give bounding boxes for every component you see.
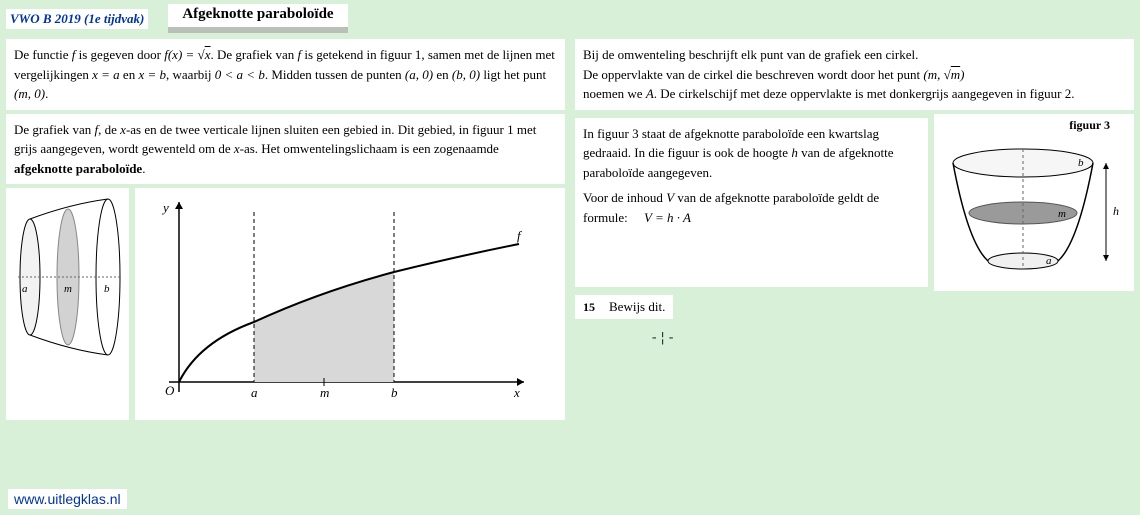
t: Bij de omwenteling beschrijft elk punt v… bbox=[583, 47, 918, 62]
page-title: Afgeknotte paraboloïde bbox=[168, 4, 347, 33]
exam-label: VWO B 2019 (1e tijdvak) bbox=[6, 9, 148, 29]
pt-b0: (b, 0) bbox=[452, 67, 480, 82]
t: , waarbij bbox=[166, 67, 215, 82]
expr-xa: x = a bbox=[92, 67, 120, 82]
question-row: 15 Bewijs dit. bbox=[575, 295, 673, 319]
var-A: A bbox=[646, 86, 654, 101]
pt-msqm: (m, √m) bbox=[923, 67, 964, 82]
right-block-2: In figuur 3 staat de afgeknotte parabolo… bbox=[575, 114, 1134, 291]
left-column: De functie f is gegeven door f(x) = √x. … bbox=[6, 35, 565, 420]
fig3-label: figuur 3 bbox=[938, 118, 1130, 133]
t: . De grafiek van bbox=[210, 47, 297, 62]
figure-solid: a m b bbox=[6, 188, 129, 420]
cursor-mark: -¦- bbox=[650, 330, 675, 346]
lbl-b: b bbox=[391, 385, 398, 400]
content-columns: De functie f is gegeven door f(x) = √x. … bbox=[0, 35, 1140, 420]
expr-xb: x = b bbox=[138, 67, 166, 82]
fig3-svg: h b m a bbox=[938, 133, 1128, 283]
pt-m0: (m, 0) bbox=[14, 86, 45, 101]
t: De oppervlakte van de cirkel die beschre… bbox=[583, 67, 923, 82]
bold-term: afgeknotte paraboloïde bbox=[14, 161, 142, 176]
t: en bbox=[433, 67, 452, 82]
formula-line: Voor de inhoud V van de afgeknotte parab… bbox=[583, 188, 920, 227]
t: , de bbox=[98, 122, 120, 137]
t: . Midden tussen de punten bbox=[265, 67, 405, 82]
left-paragraph-1: De functie f is gegeven door f(x) = √x. … bbox=[6, 39, 565, 110]
lbl-b: b bbox=[1078, 157, 1084, 169]
right-paragraph-2: In figuur 3 staat de afgeknotte parabolo… bbox=[575, 118, 928, 287]
lbl-h: h bbox=[1113, 204, 1119, 218]
figure-row: a m b bbox=[6, 188, 565, 420]
lbl-a: a bbox=[1046, 255, 1052, 267]
lbl-O: O bbox=[165, 383, 175, 398]
formula: V = h · A bbox=[644, 210, 691, 225]
lbl-a: a bbox=[22, 283, 28, 295]
right-paragraph-1: Bij de omwenteling beschrijft elk punt v… bbox=[575, 39, 1134, 110]
t: -as. Het omwentelingslichaam is een zoge… bbox=[240, 141, 499, 156]
left-paragraph-2: De grafiek van f, de x-as en de twee ver… bbox=[6, 114, 565, 185]
footer-url: www.uitlegklas.nl bbox=[8, 489, 127, 509]
t: . De cirkelschijf met deze oppervlakte i… bbox=[654, 86, 1075, 101]
t: Voor de inhoud bbox=[583, 190, 666, 205]
t: De functie bbox=[14, 47, 72, 62]
lbl-x: x bbox=[513, 385, 520, 400]
question-text: Bewijs dit. bbox=[609, 299, 665, 315]
lbl-m: m bbox=[320, 385, 329, 400]
expr-ineq: 0 < a < b bbox=[215, 67, 265, 82]
figure-3: figuur 3 h b m bbox=[934, 114, 1134, 291]
t: noemen we bbox=[583, 86, 646, 101]
t: is gegeven door bbox=[75, 47, 164, 62]
header-row: VWO B 2019 (1e tijdvak) Afgeknotte parab… bbox=[0, 0, 1140, 35]
lbl-y: y bbox=[161, 200, 169, 215]
lbl-m: m bbox=[64, 283, 72, 295]
t: en bbox=[120, 67, 139, 82]
right-column: Bij de omwenteling beschrijft elk punt v… bbox=[575, 35, 1134, 420]
figure-graph: O y x a m b f bbox=[135, 188, 565, 420]
t: . bbox=[45, 86, 48, 101]
lbl-b: b bbox=[104, 283, 110, 295]
question-number: 15 bbox=[583, 300, 595, 315]
solid-svg: a m b bbox=[10, 192, 125, 362]
lbl-f: f bbox=[517, 228, 523, 243]
t: . bbox=[142, 161, 145, 176]
var-V: V bbox=[666, 190, 674, 205]
pt-a0: (a, 0) bbox=[405, 67, 433, 82]
t: De grafiek van bbox=[14, 122, 95, 137]
lbl-a: a bbox=[251, 385, 258, 400]
lbl-m: m bbox=[1058, 208, 1066, 220]
graph-svg: O y x a m b f bbox=[139, 192, 534, 412]
t: ligt het punt bbox=[480, 67, 546, 82]
expr-fx: f(x) = √x bbox=[164, 47, 210, 62]
